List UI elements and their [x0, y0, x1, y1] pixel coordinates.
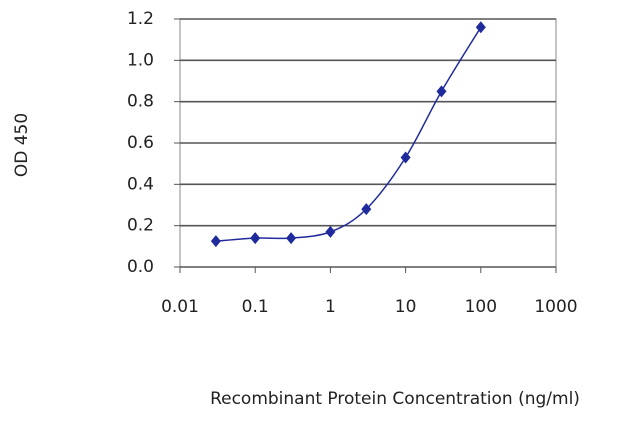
x-tick-label: 100	[465, 297, 497, 317]
x-tick-label: 0.1	[242, 297, 269, 317]
x-axis-title: Recombinant Protein Concentration (ng/ml…	[210, 389, 580, 409]
x-tick-label: 0.01	[161, 297, 199, 317]
y-tick-label: 0.2	[127, 216, 154, 236]
data-point	[286, 232, 297, 245]
data-point	[475, 21, 486, 34]
x-tick-label: 10	[395, 297, 417, 317]
y-tick-label: 0.4	[127, 174, 154, 194]
y-tick-label: 0.6	[127, 133, 154, 153]
data-point	[400, 151, 411, 164]
x-tick-label: 1	[325, 297, 336, 317]
x-tick-label: 1000	[534, 297, 577, 317]
y-tick-label: 0.8	[127, 92, 154, 112]
data-point	[250, 232, 261, 245]
y-tick-label: 1.0	[127, 50, 154, 70]
y-tick-label: 1.2	[127, 9, 154, 29]
y-tick-label: 0.0	[127, 257, 154, 277]
data-point	[361, 203, 372, 216]
data-point	[436, 85, 447, 98]
data-point	[210, 235, 221, 248]
data-point	[325, 225, 336, 238]
y-axis-title: OD 450	[12, 113, 32, 177]
